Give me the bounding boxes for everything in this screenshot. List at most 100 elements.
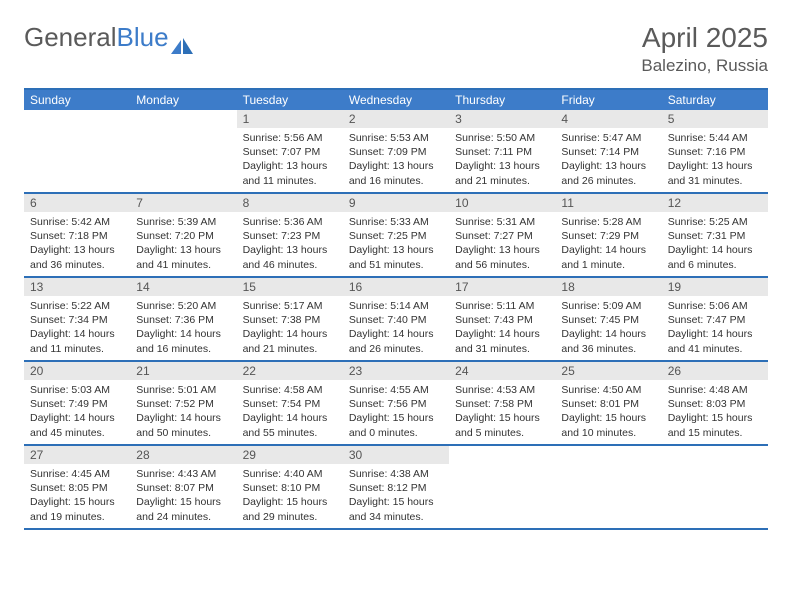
daylight-line: Daylight: 14 hours and 21 minutes. [243,327,337,355]
sunset-line: Sunset: 8:10 PM [243,481,337,495]
daylight-line: Daylight: 14 hours and 31 minutes. [455,327,549,355]
day-cell: 3Sunrise: 5:50 AMSunset: 7:11 PMDaylight… [449,110,555,192]
title-block: April 2025 Balezino, Russia [641,22,768,76]
day-content: Sunrise: 5:56 AMSunset: 7:07 PMDaylight:… [237,128,343,192]
daylight-line: Daylight: 13 hours and 41 minutes. [136,243,230,271]
day-content: Sunrise: 4:50 AMSunset: 8:01 PMDaylight:… [555,380,661,444]
sunset-line: Sunset: 7:29 PM [561,229,655,243]
sail-icon [171,30,193,46]
sunset-line: Sunset: 7:40 PM [349,313,443,327]
sunrise-line: Sunrise: 5:03 AM [30,383,124,397]
day-cell: 29Sunrise: 4:40 AMSunset: 8:10 PMDayligh… [237,446,343,528]
day-number: 24 [449,362,555,380]
brand-part1: General [24,22,117,53]
sunrise-line: Sunrise: 4:40 AM [243,467,337,481]
day-number: 25 [555,362,661,380]
day-content: Sunrise: 5:39 AMSunset: 7:20 PMDaylight:… [130,212,236,276]
sunrise-line: Sunrise: 4:58 AM [243,383,337,397]
day-cell: 15Sunrise: 5:17 AMSunset: 7:38 PMDayligh… [237,278,343,360]
sunset-line: Sunset: 8:07 PM [136,481,230,495]
day-number: 18 [555,278,661,296]
weekday-label: Wednesday [343,90,449,110]
day-number: 15 [237,278,343,296]
sunrise-line: Sunrise: 5:01 AM [136,383,230,397]
sunrise-line: Sunrise: 5:53 AM [349,131,443,145]
daylight-line: Daylight: 14 hours and 11 minutes. [30,327,124,355]
day-content: Sunrise: 5:50 AMSunset: 7:11 PMDaylight:… [449,128,555,192]
day-cell: 8Sunrise: 5:36 AMSunset: 7:23 PMDaylight… [237,194,343,276]
brand-part2: Blue [117,22,169,53]
daylight-line: Daylight: 15 hours and 24 minutes. [136,495,230,523]
day-number: 27 [24,446,130,464]
day-cell: 13Sunrise: 5:22 AMSunset: 7:34 PMDayligh… [24,278,130,360]
day-cell: 14Sunrise: 5:20 AMSunset: 7:36 PMDayligh… [130,278,236,360]
daylight-line: Daylight: 13 hours and 21 minutes. [455,159,549,187]
day-number: 9 [343,194,449,212]
daylight-line: Daylight: 15 hours and 34 minutes. [349,495,443,523]
sunset-line: Sunset: 8:05 PM [30,481,124,495]
week-row: 13Sunrise: 5:22 AMSunset: 7:34 PMDayligh… [24,278,768,362]
day-number: 2 [343,110,449,128]
sunrise-line: Sunrise: 4:38 AM [349,467,443,481]
weekday-label: Tuesday [237,90,343,110]
sunset-line: Sunset: 7:16 PM [668,145,762,159]
daylight-line: Daylight: 15 hours and 0 minutes. [349,411,443,439]
daylight-line: Daylight: 14 hours and 16 minutes. [136,327,230,355]
day-number: 13 [24,278,130,296]
daylight-line: Daylight: 15 hours and 10 minutes. [561,411,655,439]
day-content: Sunrise: 5:01 AMSunset: 7:52 PMDaylight:… [130,380,236,444]
sunset-line: Sunset: 7:27 PM [455,229,549,243]
day-cell: 24Sunrise: 4:53 AMSunset: 7:58 PMDayligh… [449,362,555,444]
daylight-line: Daylight: 13 hours and 51 minutes. [349,243,443,271]
weeks-container: 1Sunrise: 5:56 AMSunset: 7:07 PMDaylight… [24,110,768,530]
sunset-line: Sunset: 7:20 PM [136,229,230,243]
day-content: Sunrise: 5:06 AMSunset: 7:47 PMDaylight:… [662,296,768,360]
day-cell: 30Sunrise: 4:38 AMSunset: 8:12 PMDayligh… [343,446,449,528]
day-number: 10 [449,194,555,212]
day-content: Sunrise: 5:17 AMSunset: 7:38 PMDaylight:… [237,296,343,360]
sunset-line: Sunset: 7:25 PM [349,229,443,243]
sunset-line: Sunset: 7:45 PM [561,313,655,327]
daylight-line: Daylight: 13 hours and 46 minutes. [243,243,337,271]
day-number: 28 [130,446,236,464]
sunset-line: Sunset: 7:47 PM [668,313,762,327]
sunrise-line: Sunrise: 5:56 AM [243,131,337,145]
day-cell: 7Sunrise: 5:39 AMSunset: 7:20 PMDaylight… [130,194,236,276]
day-number: 4 [555,110,661,128]
day-content: Sunrise: 5:44 AMSunset: 7:16 PMDaylight:… [662,128,768,192]
day-cell: 21Sunrise: 5:01 AMSunset: 7:52 PMDayligh… [130,362,236,444]
month-title: April 2025 [641,22,768,54]
sunrise-line: Sunrise: 4:53 AM [455,383,549,397]
day-number: 30 [343,446,449,464]
daylight-line: Daylight: 14 hours and 55 minutes. [243,411,337,439]
day-content: Sunrise: 5:09 AMSunset: 7:45 PMDaylight:… [555,296,661,360]
daylight-line: Daylight: 14 hours and 26 minutes. [349,327,443,355]
day-number: 8 [237,194,343,212]
sunrise-line: Sunrise: 5:20 AM [136,299,230,313]
day-number: 5 [662,110,768,128]
sunrise-line: Sunrise: 5:25 AM [668,215,762,229]
sunset-line: Sunset: 7:43 PM [455,313,549,327]
day-cell: 28Sunrise: 4:43 AMSunset: 8:07 PMDayligh… [130,446,236,528]
weekday-label: Friday [555,90,661,110]
day-cell: 12Sunrise: 5:25 AMSunset: 7:31 PMDayligh… [662,194,768,276]
brand-logo: GeneralBlue [24,22,193,53]
daylight-line: Daylight: 14 hours and 41 minutes. [668,327,762,355]
sunrise-line: Sunrise: 5:09 AM [561,299,655,313]
daylight-line: Daylight: 14 hours and 45 minutes. [30,411,124,439]
day-cell [555,446,661,528]
day-number: 3 [449,110,555,128]
day-cell: 17Sunrise: 5:11 AMSunset: 7:43 PMDayligh… [449,278,555,360]
day-cell: 22Sunrise: 4:58 AMSunset: 7:54 PMDayligh… [237,362,343,444]
sunrise-line: Sunrise: 4:45 AM [30,467,124,481]
day-number: 21 [130,362,236,380]
daylight-line: Daylight: 13 hours and 26 minutes. [561,159,655,187]
day-number: 29 [237,446,343,464]
calendar: SundayMondayTuesdayWednesdayThursdayFrid… [24,88,768,530]
day-cell: 25Sunrise: 4:50 AMSunset: 8:01 PMDayligh… [555,362,661,444]
sunrise-line: Sunrise: 4:50 AM [561,383,655,397]
day-content: Sunrise: 5:31 AMSunset: 7:27 PMDaylight:… [449,212,555,276]
day-content: Sunrise: 5:53 AMSunset: 7:09 PMDaylight:… [343,128,449,192]
daylight-line: Daylight: 13 hours and 36 minutes. [30,243,124,271]
day-cell: 9Sunrise: 5:33 AMSunset: 7:25 PMDaylight… [343,194,449,276]
